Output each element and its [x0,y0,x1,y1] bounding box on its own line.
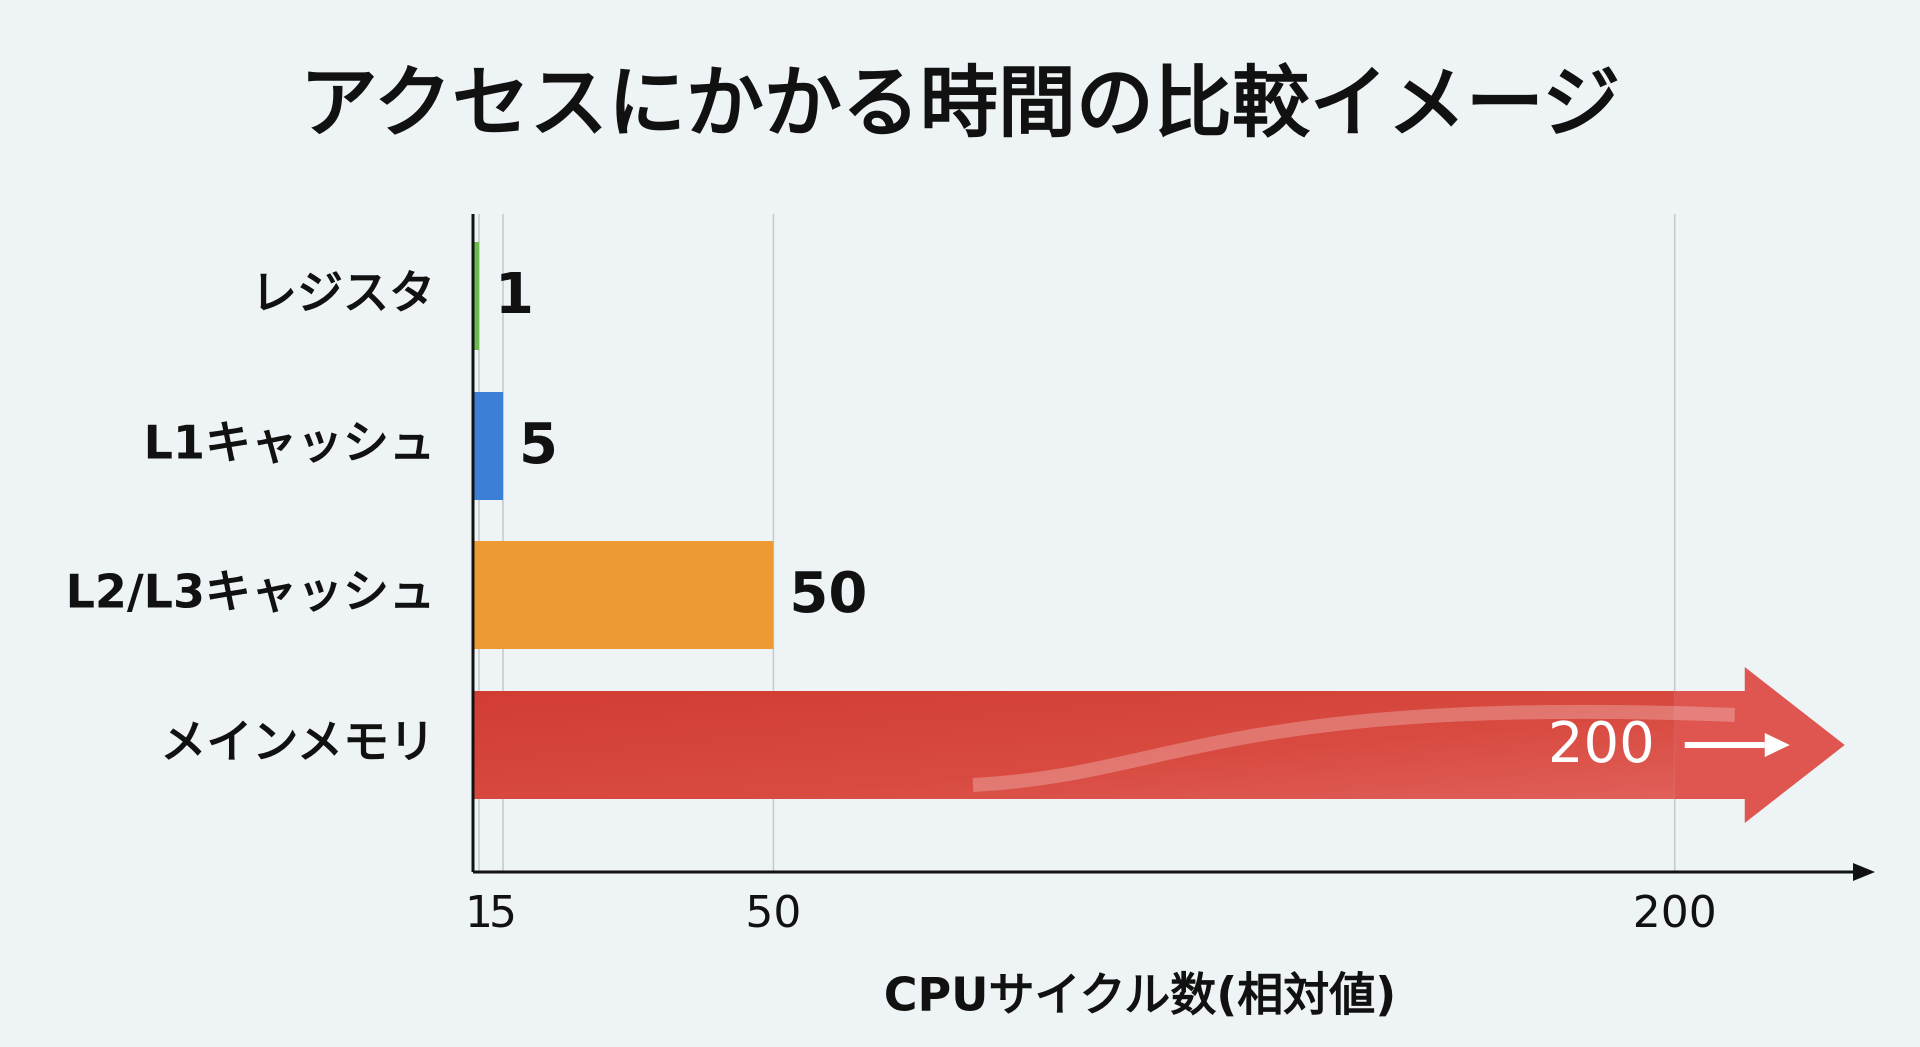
y-tick-label: レジスタ [251,266,435,320]
y-tick-label: メインメモリ [160,715,435,769]
bar [473,691,1675,799]
x-axis-title: CPUサイクル数(相対値) [884,968,1397,1022]
value-label: 1 [495,262,534,327]
x-axis-arrow [1853,863,1875,881]
value-label: 5 [519,412,558,477]
bar [473,541,774,649]
y-tick-label: L1キャッシュ [144,416,435,470]
x-tick-label: 5 [489,887,517,938]
value-arrow-head [1764,733,1790,757]
bar-sheen [972,704,1736,792]
value-label: 200 [1548,711,1655,776]
y-tick-label: L2/L3キャッシュ [66,565,435,619]
bar [473,242,480,350]
x-tick-label: 200 [1633,887,1717,938]
chart-title: アクセスにかかる時間の比較イメージ [300,58,1621,148]
x-tick-label: 50 [745,887,801,938]
value-label: 50 [789,561,867,626]
bar [473,392,504,500]
x-tick-label: 1 [465,887,493,938]
